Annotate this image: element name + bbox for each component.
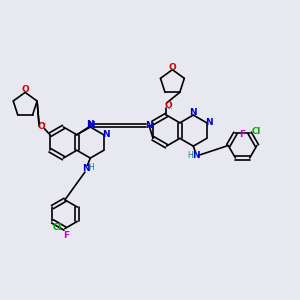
- Text: N: N: [82, 164, 90, 173]
- Text: O: O: [164, 101, 172, 110]
- Text: N: N: [102, 130, 110, 139]
- Text: F: F: [239, 130, 245, 139]
- Text: Cl: Cl: [252, 127, 261, 136]
- Text: N: N: [205, 118, 213, 127]
- Text: N: N: [86, 119, 94, 128]
- Text: H: H: [188, 151, 193, 160]
- Text: O: O: [21, 85, 29, 94]
- Text: N: N: [145, 121, 153, 130]
- Text: ...: ...: [41, 120, 46, 125]
- Text: ...: ...: [167, 105, 172, 110]
- Text: N: N: [193, 151, 200, 160]
- Text: Cl: Cl: [53, 224, 62, 232]
- Text: F: F: [63, 231, 70, 240]
- Text: O: O: [169, 63, 176, 72]
- Text: H: H: [88, 163, 94, 172]
- Text: N: N: [87, 121, 95, 130]
- Text: O: O: [38, 122, 46, 131]
- Text: N: N: [190, 108, 197, 117]
